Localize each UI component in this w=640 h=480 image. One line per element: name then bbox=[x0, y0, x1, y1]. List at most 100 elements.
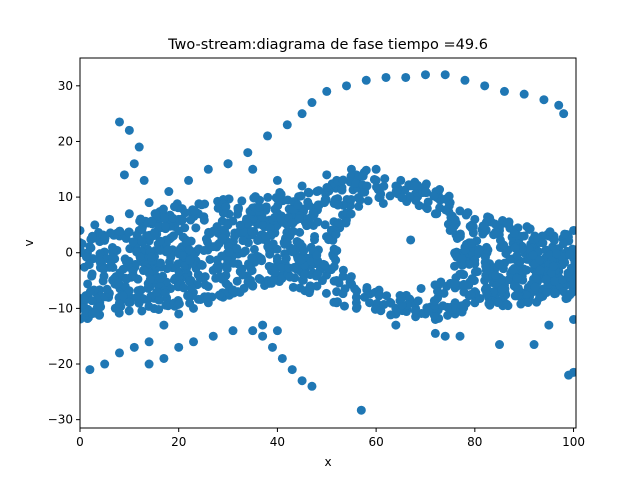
y-tick-label: 30 bbox=[58, 79, 73, 93]
data-point bbox=[499, 240, 509, 250]
data-point bbox=[155, 236, 165, 246]
x-axis-label: x bbox=[324, 455, 331, 469]
data-point bbox=[386, 310, 396, 320]
data-point bbox=[296, 191, 306, 201]
data-point bbox=[512, 251, 522, 261]
data-point bbox=[422, 204, 432, 214]
data-point bbox=[99, 271, 109, 281]
data-point bbox=[209, 226, 219, 236]
data-point bbox=[205, 254, 215, 264]
data-point bbox=[554, 100, 564, 110]
data-point bbox=[131, 293, 141, 303]
data-point bbox=[322, 86, 332, 96]
data-point bbox=[235, 220, 245, 230]
data-point bbox=[358, 171, 368, 181]
data-point bbox=[312, 270, 322, 280]
data-point bbox=[200, 280, 210, 290]
data-point bbox=[95, 256, 105, 266]
data-point bbox=[559, 109, 569, 119]
data-point bbox=[90, 308, 100, 318]
data-point bbox=[197, 200, 207, 210]
data-point bbox=[490, 219, 500, 229]
data-point bbox=[420, 70, 430, 80]
data-point bbox=[161, 300, 171, 310]
data-point bbox=[466, 289, 476, 299]
data-point bbox=[481, 261, 491, 271]
data-point bbox=[362, 282, 372, 292]
data-point bbox=[212, 255, 222, 265]
data-point bbox=[189, 337, 199, 347]
data-point bbox=[84, 259, 94, 269]
data-point bbox=[124, 286, 134, 296]
data-point bbox=[185, 255, 195, 265]
data-point bbox=[114, 308, 124, 318]
data-point bbox=[85, 241, 95, 251]
data-point bbox=[247, 253, 257, 263]
data-point bbox=[113, 278, 123, 288]
data-point bbox=[114, 298, 124, 308]
data-point bbox=[189, 206, 199, 216]
data-point bbox=[429, 191, 439, 201]
data-point bbox=[184, 276, 194, 286]
data-point bbox=[235, 287, 245, 297]
data-point bbox=[508, 265, 518, 275]
data-point bbox=[491, 227, 501, 237]
data-point bbox=[391, 320, 401, 330]
data-point bbox=[337, 185, 347, 195]
data-point bbox=[304, 200, 314, 210]
data-point bbox=[272, 256, 282, 266]
data-point bbox=[549, 235, 559, 245]
data-point bbox=[510, 243, 520, 253]
data-point bbox=[345, 273, 355, 283]
data-point bbox=[85, 365, 95, 375]
data-point bbox=[502, 218, 512, 228]
data-point bbox=[287, 365, 297, 375]
data-point bbox=[320, 260, 330, 270]
data-point bbox=[221, 202, 231, 212]
data-point bbox=[440, 194, 450, 204]
x-tick-label: 0 bbox=[76, 435, 84, 449]
data-point bbox=[129, 342, 139, 352]
data-point bbox=[297, 181, 307, 191]
data-point bbox=[568, 279, 576, 289]
data-point bbox=[270, 267, 280, 277]
data-point bbox=[303, 187, 313, 197]
data-point bbox=[287, 218, 297, 228]
data-point bbox=[523, 298, 533, 308]
data-point bbox=[276, 189, 286, 199]
data-point bbox=[105, 214, 115, 224]
data-point bbox=[87, 231, 97, 241]
data-point bbox=[139, 175, 149, 185]
y-tick-label: 0 bbox=[65, 246, 73, 260]
x-axis-ticks: 0 20 40 60 80 100 bbox=[76, 428, 585, 449]
y-axis-label: v bbox=[22, 239, 36, 246]
data-point bbox=[391, 186, 401, 196]
data-point bbox=[214, 290, 224, 300]
data-point bbox=[287, 247, 297, 257]
data-point bbox=[293, 200, 303, 210]
data-point bbox=[350, 284, 360, 294]
data-point bbox=[463, 208, 473, 218]
data-point bbox=[296, 255, 306, 265]
data-point bbox=[263, 131, 273, 141]
data-point bbox=[180, 208, 190, 218]
data-point bbox=[119, 170, 129, 180]
data-point bbox=[137, 224, 147, 234]
data-point bbox=[152, 287, 162, 297]
data-point bbox=[346, 194, 356, 204]
data-point bbox=[80, 245, 85, 255]
data-point bbox=[494, 259, 504, 269]
data-point bbox=[102, 284, 112, 294]
data-point bbox=[243, 148, 253, 158]
data-point bbox=[386, 298, 396, 308]
data-point bbox=[297, 376, 307, 386]
data-point bbox=[467, 238, 477, 248]
data-point bbox=[397, 293, 407, 303]
chart-title: Two-stream:diagrama de fase tiempo =49.6 bbox=[167, 37, 488, 53]
data-point bbox=[381, 72, 391, 82]
data-point bbox=[203, 164, 213, 174]
data-point bbox=[118, 291, 128, 301]
data-point bbox=[380, 174, 390, 184]
data-point bbox=[361, 75, 371, 85]
data-point bbox=[137, 306, 147, 316]
